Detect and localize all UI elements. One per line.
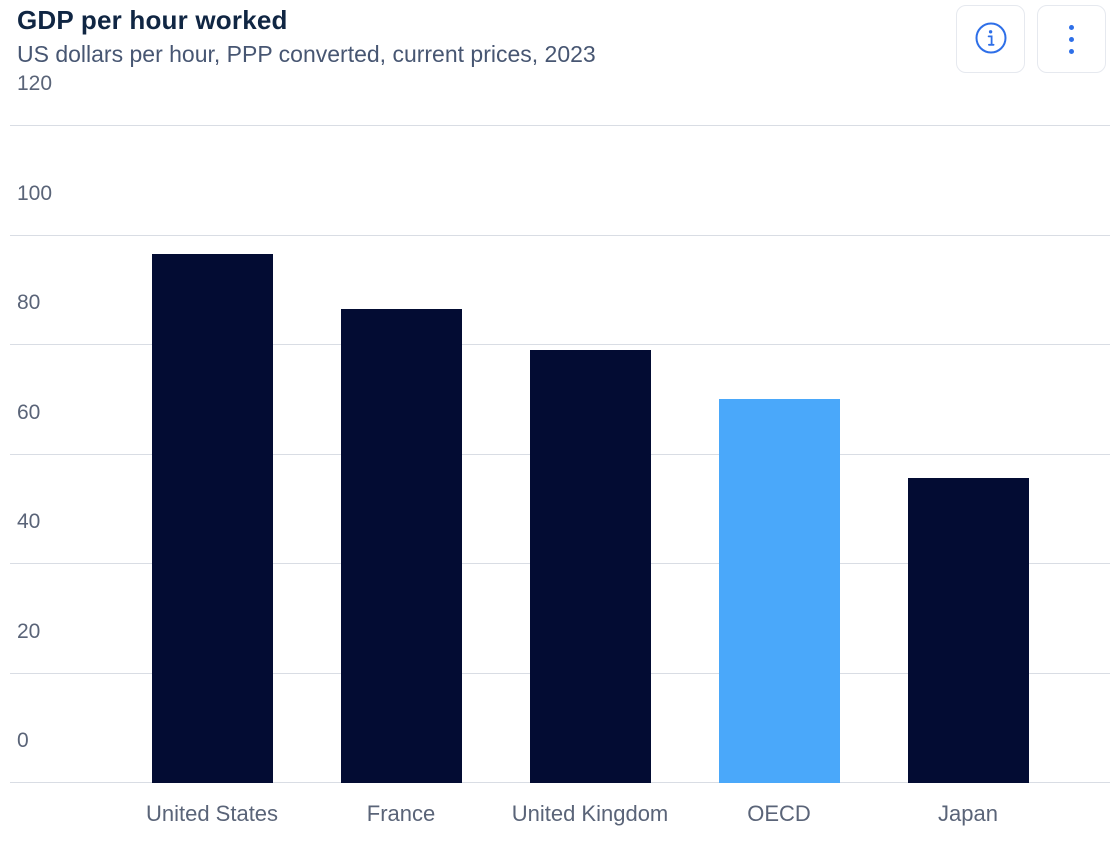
- y-axis-tick-label: 40: [17, 510, 41, 533]
- x-axis-label: United States: [145, 801, 279, 826]
- bar-france[interactable]: [340, 309, 462, 783]
- x-axis-label: France: [366, 801, 436, 826]
- info-icon: [974, 21, 1008, 58]
- y-axis-tick-label: 120: [17, 72, 53, 95]
- y-axis-tick-label: 20: [17, 619, 41, 643]
- x-axis-label: OECD: [747, 801, 811, 826]
- bar-united-states[interactable]: [151, 254, 273, 783]
- page-title: GDP per hour worked: [17, 5, 288, 35]
- gridline: [10, 125, 1110, 126]
- y-axis-tick-label: 0: [17, 729, 29, 752]
- y-axis-tick-label: 100: [17, 181, 53, 205]
- x-axis-labels: United States France United Kingdom OECD Jap…: [10, 801, 1110, 835]
- y-axis-tick-label: 60: [17, 400, 41, 424]
- info-button[interactable]: [956, 5, 1025, 73]
- gridline: [10, 234, 1110, 236]
- header-actions: [956, 5, 1106, 73]
- chart-subtitle: US dollars per hour, PPP converted, curr…: [17, 40, 596, 67]
- x-axis-label: Japan: [938, 801, 998, 826]
- bar-chart: 0 20 40 60 80 100 120: [10, 72, 1110, 783]
- bar-united-kingdom[interactable]: [529, 350, 651, 783]
- bar-japan[interactable]: [907, 478, 1029, 783]
- gridline: [10, 344, 1110, 345]
- kebab-menu-icon: [1069, 24, 1074, 54]
- x-axis-label: United Kingdom: [511, 801, 669, 826]
- chart-header: GDP per hour worked US dollars per hour,…: [17, 5, 959, 68]
- bar-oecd[interactable]: [718, 399, 840, 783]
- y-axis-tick-label: 80: [17, 291, 41, 314]
- more-options-button[interactable]: [1037, 5, 1106, 73]
